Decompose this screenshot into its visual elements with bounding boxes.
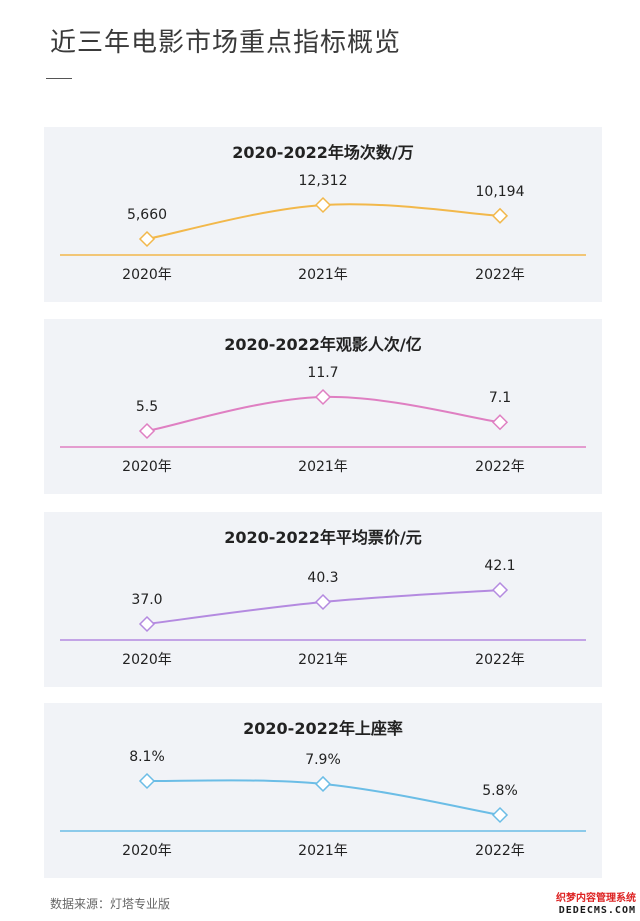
x-tick-label: 2022年: [475, 267, 525, 283]
data-label: 10,194: [476, 184, 525, 200]
chart-panel-admissions: 2020-2022年观影人次/亿 5.5 2020年 11.7 2021年 7.1 2022…: [44, 319, 602, 494]
page-title: 近三年电影市场重点指标概览: [50, 28, 402, 58]
data-label: 12,312: [299, 173, 348, 189]
x-tick-label: 2022年: [475, 843, 525, 859]
data-label: 40.3: [307, 570, 338, 586]
watermark-logo: 织梦内容管理系统 DEDECMS.COM: [556, 893, 636, 917]
data-point-marker: [491, 581, 509, 599]
chart-svg-screenings: 2020-2022年场次数/万 5,660 2020年 12,312 2021年 10,1…: [60, 143, 586, 283]
data-label: 37.0: [131, 592, 162, 608]
data-label: 5,660: [127, 207, 167, 223]
title-divider: [46, 78, 72, 79]
x-tick-label: 2021年: [298, 652, 348, 668]
x-tick-label: 2022年: [475, 459, 525, 475]
x-tick-label: 2021年: [298, 267, 348, 283]
data-label: 11.7: [307, 365, 338, 381]
data-point-marker: [491, 207, 509, 224]
watermark-bottom-text: DEDECMS.COM: [558, 905, 636, 916]
x-tick-label: 2022年: [475, 652, 525, 668]
data-point-marker: [314, 593, 332, 611]
x-tick-label: 2020年: [122, 267, 172, 283]
watermark-top-text: 织梦内容管理系统: [556, 893, 636, 904]
data-label: 7.1: [489, 390, 511, 406]
chart-svg-admissions: 2020-2022年观影人次/亿 5.5 2020年 11.7 2021年 7.1 2022…: [60, 335, 586, 475]
chart-title: 2020-2022年观影人次/亿: [224, 335, 422, 354]
x-tick-label: 2021年: [298, 459, 348, 475]
data-point-marker: [491, 414, 509, 431]
chart-title: 2020-2022年平均票价/元: [224, 528, 422, 547]
data-point-marker: [138, 772, 156, 790]
data-point-marker: [138, 230, 156, 248]
x-tick-label: 2020年: [122, 652, 172, 668]
chart-svg-ticket-price: 2020-2022年平均票价/元 37.0 2020年 40.3 2021年 42.1 20…: [60, 528, 586, 668]
chart-panel-screenings: 2020-2022年场次数/万 5,660 2020年 12,312 2021年 10,1…: [44, 127, 602, 302]
chart-svg-occupancy: 2020-2022年上座率 8.1% 2020年 7.9% 2021年 5.8% 2022年: [60, 719, 586, 859]
data-point-marker: [138, 615, 156, 633]
chart-title: 2020-2022年上座率: [243, 719, 403, 738]
x-tick-label: 2021年: [298, 843, 348, 859]
data-label: 5.5: [136, 399, 158, 415]
data-label: 8.1%: [129, 749, 165, 765]
data-point-marker: [314, 775, 332, 793]
x-tick-label: 2020年: [122, 843, 172, 859]
chart-panel-occupancy: 2020-2022年上座率 8.1% 2020年 7.9% 2021年 5.8% 2022年: [44, 703, 602, 878]
chart-panel-ticket-price: 2020-2022年平均票价/元 37.0 2020年 40.3 2021年 42.1 20…: [44, 512, 602, 687]
data-label: 7.9%: [305, 752, 341, 768]
data-point-marker: [138, 422, 156, 440]
data-label: 5.8%: [482, 783, 518, 799]
data-source-note: 数据来源：灯塔专业版: [50, 897, 171, 911]
x-tick-label: 2020年: [122, 459, 172, 475]
data-label: 42.1: [484, 558, 515, 574]
data-point-marker: [314, 196, 332, 214]
data-point-marker: [314, 388, 332, 406]
chart-title: 2020-2022年场次数/万: [232, 143, 414, 162]
data-point-marker: [491, 806, 509, 824]
